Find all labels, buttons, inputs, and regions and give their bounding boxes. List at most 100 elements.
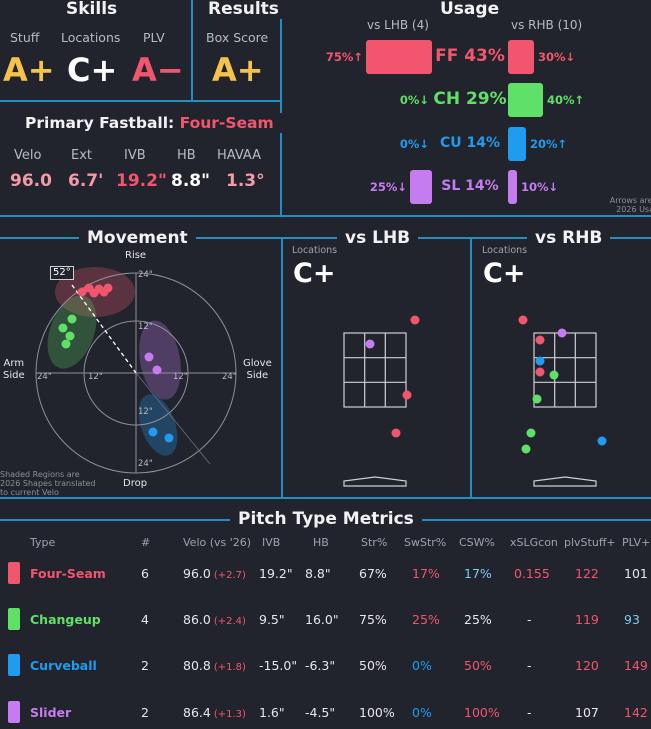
pitch-type: Slider — [30, 705, 72, 720]
vs-rhb-title: vs RHB — [527, 228, 611, 248]
slider-region — [139, 320, 181, 400]
lhb-four-seam-point — [391, 428, 401, 438]
vs-lhb-zone-plot — [343, 315, 420, 487]
table-header: Velo (vs '26) — [183, 536, 252, 549]
ring-label-bottom-24: 24" — [138, 459, 153, 469]
pitch-color-swatch — [8, 701, 20, 723]
pitch-velo: 86.4 (+1.3) — [183, 705, 246, 720]
box-score-label: Box Score — [206, 30, 269, 45]
fastball-metric-label: Ext — [71, 148, 93, 163]
usage-rhb-bar — [508, 40, 534, 74]
pitch-velo: 80.8 (+1.8) — [183, 658, 246, 673]
pitch-count: 2 — [141, 658, 149, 673]
arm-side-line1: Arm — [3, 358, 25, 369]
pitch-ivb: -15.0" — [259, 658, 298, 673]
pitch-velo: 86.0 (+2.4) — [183, 612, 246, 627]
pitch-csw-pct: 50% — [464, 658, 492, 673]
pitch-plv-stuff: 119 — [575, 612, 599, 627]
usage-lhb-pct: 25%↓ — [369, 180, 407, 194]
rhb-four-seam-point — [535, 367, 545, 377]
usage-rhb-bar — [508, 127, 526, 161]
rhb-curveball-point — [597, 436, 607, 446]
pitch-velo: 96.0 (+2.7) — [183, 566, 246, 581]
fastball-metric-label: HAVAA — [217, 148, 262, 163]
fastball-metric-label: Velo — [14, 148, 42, 163]
pitch-str-pct: 100% — [359, 705, 395, 720]
usage-pitch-name: SL 14% — [441, 178, 499, 194]
pitch-swstr-pct: 0% — [412, 705, 432, 720]
arm-angle-badge: 52° — [50, 266, 74, 280]
table-header: IVB — [262, 536, 281, 549]
pitch-color-swatch — [8, 608, 20, 630]
pitch-ivb: 1.6" — [259, 705, 285, 720]
drop-label: Drop — [123, 478, 148, 489]
pitch-plv-stuff: 107 — [575, 705, 599, 720]
arm-side-label: Arm Side — [3, 358, 25, 382]
vs-rhb-zone-plot — [518, 315, 607, 487]
divider-bottom — [0, 497, 651, 499]
curveball-points — [148, 427, 174, 443]
pitch-velo-delta: (+1.3) — [213, 709, 246, 720]
movement-note-line2: 2026 Shapes translated — [0, 479, 96, 488]
rhb-changeup-point — [549, 370, 559, 380]
usage-title: Usage — [432, 0, 508, 19]
table-header: xSLGcon — [510, 536, 558, 549]
usage-rhb-bar — [508, 170, 517, 204]
pitch-xslgcon: - — [527, 612, 532, 627]
table-header: SwStr% — [404, 536, 447, 549]
rhb-changeup-point — [526, 428, 536, 438]
pitch-count: 4 — [141, 612, 149, 627]
rise-label: Rise — [125, 250, 147, 261]
primary-fastball-title: Primary Fastball: Four-Seam — [17, 113, 282, 133]
rhb-curveball-point — [535, 356, 545, 366]
pitch-plv-stuff: 122 — [575, 566, 599, 581]
ring-label-top-12: 12" — [138, 322, 153, 332]
table-header: # — [141, 536, 151, 549]
pitch-color-swatch — [8, 654, 20, 676]
arm-side-line2: Side — [3, 370, 25, 381]
glove-side-line2: Side — [246, 370, 269, 381]
table-header: HB — [313, 536, 329, 549]
pitch-type: Curveball — [30, 658, 97, 673]
pitch-count: 2 — [141, 705, 149, 720]
vs-lhb-grade: C+ — [293, 258, 336, 289]
fastball-metric-label: IVB — [124, 148, 146, 163]
pitch-str-pct: 75% — [359, 612, 387, 627]
box-score-grade: A+ — [212, 51, 264, 89]
stuff-label: Stuff — [10, 30, 40, 45]
table-header: PLV+ — [622, 536, 651, 549]
ring-label-right-24: 24" — [222, 372, 237, 382]
divider-lhb — [281, 237, 283, 499]
rhb-slider-point — [557, 328, 567, 338]
vs-lhb-title: vs LHB — [337, 228, 419, 248]
pitch-csw-pct: 17% — [464, 566, 492, 581]
usage-lhb-pct: 0%↓ — [399, 93, 429, 107]
movement-plot — [35, 267, 237, 474]
lhb-four-seam-point — [410, 315, 420, 325]
plv-label: PLV — [143, 30, 165, 45]
pitch-plv-plus: 93 — [624, 612, 640, 627]
usage-rhb-bar — [508, 83, 543, 117]
results-title: Results — [200, 0, 287, 19]
usage-lhb-bar — [366, 40, 432, 74]
divider-skills — [0, 100, 280, 102]
fastball-metric-value: 8.8" — [171, 171, 210, 191]
skills-title: Skills — [58, 0, 126, 19]
pitch-velo-value: 96.0 — [183, 566, 211, 581]
four-seam-points — [77, 283, 113, 298]
usage-pitch-name: CH 29% — [433, 89, 507, 109]
pitch-str-pct: 50% — [359, 658, 387, 673]
pitch-type: Four-Seam — [30, 566, 106, 581]
usage-lhb-pct: 0%↓ — [399, 137, 429, 151]
fastball-metric-value: 1.3° — [226, 171, 265, 191]
ring-label-right-12: 12" — [173, 372, 188, 382]
pitch-str-pct: 67% — [359, 566, 387, 581]
divider-rhb — [470, 237, 472, 499]
glove-side-line1: Glove — [243, 358, 272, 369]
pitch-velo-delta: (+1.8) — [213, 662, 246, 673]
pitch-type: Changeup — [30, 612, 101, 627]
divider-results — [191, 0, 193, 100]
usage-rhb-pct: 40%↑ — [547, 93, 585, 107]
divider-top — [0, 215, 651, 217]
pitch-velo-value: 86.4 — [183, 705, 211, 720]
